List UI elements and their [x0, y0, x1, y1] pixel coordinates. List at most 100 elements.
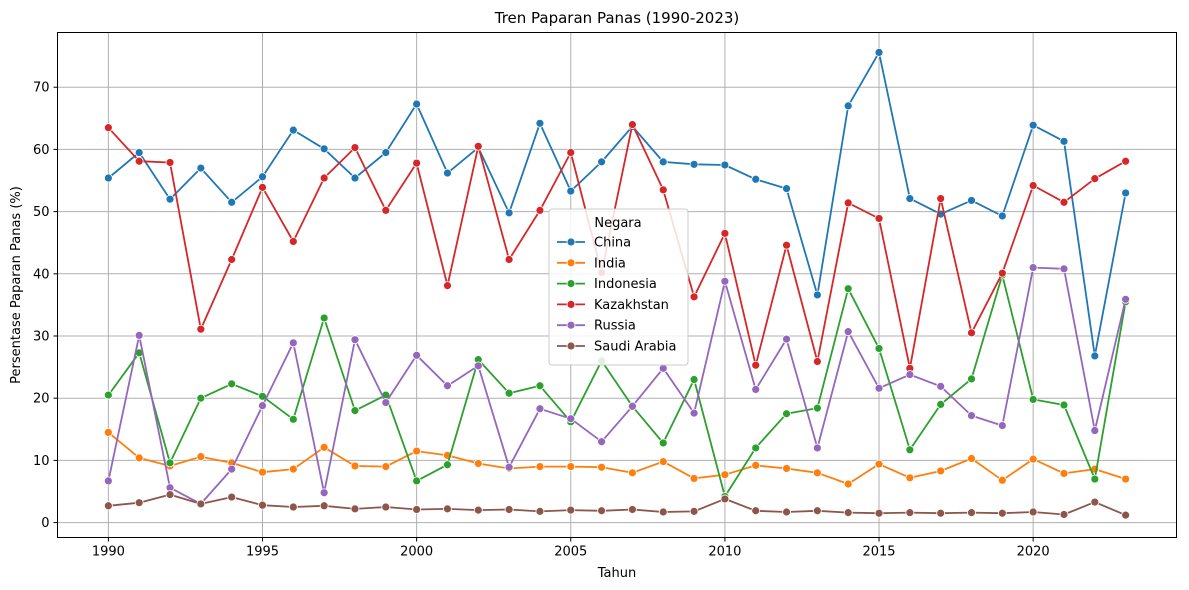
data-point-china: [1059, 136, 1069, 146]
x-axis-label: Tahun: [597, 566, 636, 581]
data-point-kazakhstan: [227, 255, 237, 264]
chart-title: Tren Paparan Panas (1990-2023): [494, 9, 740, 27]
data-point-kazakhstan: [165, 158, 175, 167]
series-saudi-arabia: [103, 490, 1131, 520]
data-point-saudi-arabia: [874, 508, 884, 518]
series-line-kazakhstan: [107, 123, 1127, 370]
series-line-indonesia: [107, 274, 1127, 498]
data-point-china: [288, 125, 298, 135]
data-point-china: [997, 211, 1007, 221]
data-point-kazakhstan: [258, 182, 267, 192]
legend-swatch-marker: [566, 299, 576, 309]
data-point-saudi-arabia: [658, 507, 668, 517]
data-point-china: [381, 148, 391, 157]
y-axis-ticks: 0 10 20 30 40 50 60 70: [33, 81, 58, 531]
data-point-india: [628, 468, 637, 478]
y-tick-label: 0: [41, 516, 49, 531]
data-point-indonesia: [1090, 474, 1100, 484]
series-line-china: [107, 51, 1127, 357]
legend-label: Russia: [594, 319, 636, 334]
y-axis-label: Persentase Paparan Panas (%): [9, 186, 24, 384]
data-point-russia: [134, 330, 144, 340]
data-point-kazakhstan: [1121, 156, 1131, 166]
data-point-china: [782, 184, 791, 194]
data-point-kazakhstan: [443, 281, 452, 291]
data-point-saudi-arabia: [782, 507, 791, 517]
x-tick-label: 2005: [554, 545, 587, 560]
data-point-kazakhstan: [1090, 174, 1100, 184]
legend-label: India: [594, 256, 626, 271]
data-point-india: [874, 459, 884, 469]
data-point-india: [658, 457, 668, 467]
data-point-russia: [381, 398, 391, 407]
data-point-russia: [412, 350, 422, 360]
data-point-kazakhstan: [689, 292, 699, 302]
data-point-russia: [658, 363, 668, 373]
data-point-saudi-arabia: [720, 494, 730, 504]
data-point-saudi-arabia: [1090, 497, 1100, 507]
data-point-india: [381, 462, 391, 472]
y-tick-label: 40: [33, 267, 50, 282]
series-lines: [103, 48, 1131, 520]
data-point-saudi-arabia: [412, 505, 422, 514]
data-point-india: [350, 461, 360, 471]
data-point-china: [812, 290, 822, 300]
data-point-russia: [443, 381, 452, 391]
data-point-india: [782, 464, 791, 473]
data-point-indonesia: [905, 445, 915, 455]
data-point-kazakhstan: [473, 141, 483, 151]
data-point-saudi-arabia: [319, 501, 329, 511]
data-point-indonesia: [196, 393, 206, 403]
data-point-kazakhstan: [535, 205, 545, 215]
legend-label: Saudi Arabia: [594, 340, 677, 355]
data-point-indonesia: [227, 379, 237, 389]
x-tick-label: 2015: [862, 545, 895, 560]
legend-swatch-marker: [566, 320, 576, 330]
data-point-india: [412, 446, 422, 456]
data-point-india: [1059, 469, 1069, 478]
data-point-kazakhstan: [1028, 181, 1038, 190]
data-point-saudi-arabia: [997, 508, 1007, 518]
data-point-kazakhstan: [628, 120, 637, 129]
data-point-indonesia: [812, 403, 822, 413]
data-point-china: [134, 148, 144, 157]
data-point-china: [905, 194, 915, 203]
data-point-india: [1028, 454, 1038, 464]
data-point-russia: [628, 401, 637, 411]
data-point-saudi-arabia: [1059, 510, 1069, 519]
data-point-indonesia: [535, 381, 545, 391]
legend-item-russia: Russia: [557, 319, 636, 334]
data-point-saudi-arabia: [504, 505, 514, 514]
data-point-russia: [997, 421, 1007, 430]
data-point-china: [566, 186, 576, 196]
data-point-india: [843, 479, 853, 489]
data-point-china: [1028, 120, 1038, 130]
data-point-kazakhstan: [504, 255, 514, 264]
data-point-saudi-arabia: [535, 506, 545, 516]
data-point-indonesia: [1059, 400, 1069, 410]
data-point-china: [504, 208, 514, 218]
y-tick-label: 50: [33, 205, 50, 220]
data-point-china: [103, 173, 113, 183]
data-point-saudi-arabia: [288, 502, 298, 512]
legend-label: Kazakhstan: [594, 298, 669, 313]
data-point-indonesia: [874, 344, 884, 353]
series-line-india: [107, 431, 1126, 485]
x-tick-label: 1990: [92, 545, 125, 560]
data-point-india: [258, 467, 267, 477]
data-point-kazakhstan: [843, 198, 853, 208]
y-tick-label: 10: [33, 454, 50, 469]
data-point-russia: [258, 401, 267, 411]
data-point-indonesia: [319, 313, 329, 323]
data-point-kazakhstan: [720, 228, 730, 238]
data-point-indonesia: [967, 374, 976, 384]
data-point-india: [103, 427, 113, 437]
data-point-china: [535, 118, 545, 128]
x-tick-label: 2020: [1017, 545, 1050, 560]
data-point-china: [720, 160, 730, 170]
data-point-kazakhstan: [196, 324, 206, 334]
data-point-russia: [227, 464, 237, 474]
data-point-india: [967, 454, 976, 463]
data-point-russia: [720, 276, 730, 286]
data-point-india: [905, 473, 915, 483]
